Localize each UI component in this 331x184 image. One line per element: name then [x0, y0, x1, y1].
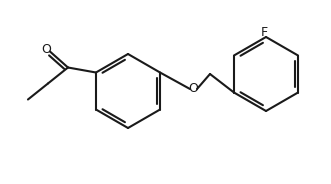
Text: O: O: [188, 82, 198, 95]
Text: F: F: [260, 26, 267, 38]
Text: O: O: [41, 43, 51, 56]
